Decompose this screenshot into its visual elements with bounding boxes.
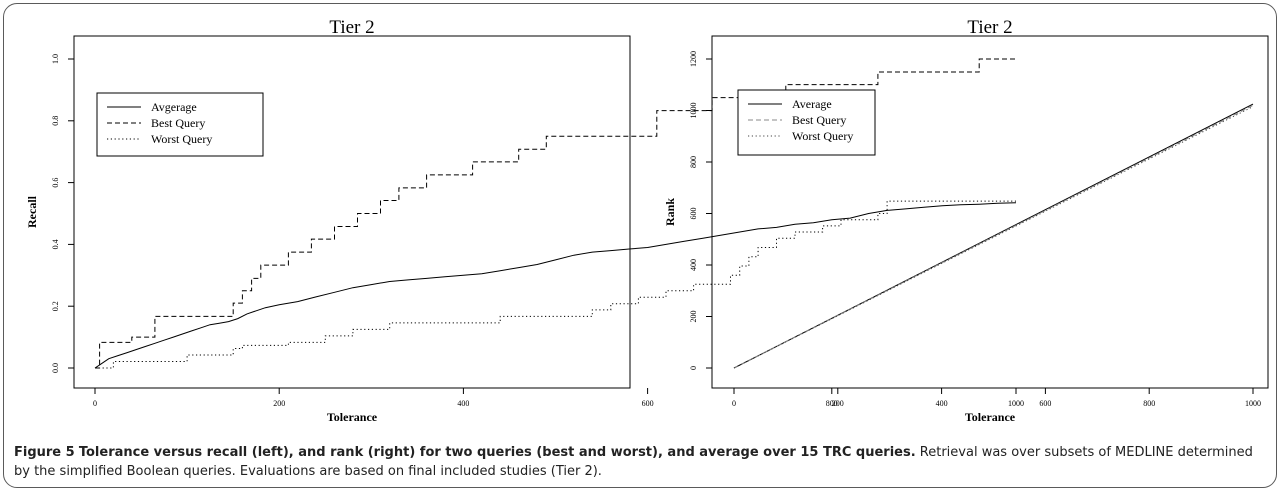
chart2-x-tick-label: 800 <box>1143 399 1155 408</box>
chart2-legend-label: Worst Query <box>792 129 853 143</box>
chart1-legend-label: Worst Query <box>151 132 212 146</box>
chart1-x-tick-label: 600 <box>642 399 654 408</box>
chart1-x-tick-label: 0 <box>93 399 97 408</box>
chart1-x-tick-label: 200 <box>273 399 285 408</box>
charts-svg: Tier 2 0 200 400 600 800 1000 0.0 0.2 0.4 0.6 0.8 1.… <box>25 17 1269 424</box>
chart2-x-axis-label: Tolerance <box>965 410 1016 424</box>
chart2-y-tick-label: 600 <box>689 208 698 220</box>
chart1-y-tick-label: 1.0 <box>51 54 60 64</box>
chart2-legend-label: Best Query <box>792 113 846 127</box>
chart1-title: Tier 2 <box>329 17 374 38</box>
chart2-title: Tier 2 <box>967 17 1012 38</box>
chart2-y-tick-label: 0 <box>689 366 698 370</box>
chart2-x-tick-label: 400 <box>936 399 948 408</box>
chart1-y-tick-label: 0.6 <box>51 178 60 188</box>
chart1-y-tick-label: 0.2 <box>51 301 60 311</box>
chart1-series-best-query <box>95 58 1016 369</box>
chart1-y-tick-label: 0.0 <box>51 363 60 373</box>
chart2-legend <box>737 89 876 156</box>
chart1-legend-label: Best Query <box>151 116 205 130</box>
chart1-x-tick-label: 1000 <box>1008 399 1024 408</box>
chart1-legend-label: Avgerage <box>151 100 197 114</box>
chart1-legend <box>96 92 264 157</box>
chart1-y-tick-label: 0.4 <box>51 239 60 249</box>
chart1-x-tick-label: 800 <box>826 399 838 408</box>
chart2-y-tick-label: 800 <box>689 156 698 168</box>
chart1-x-tick-label: 400 <box>457 399 469 408</box>
chart1-series-avgerage <box>94 202 1017 369</box>
chart2-x-tick-label: 600 <box>1039 399 1051 408</box>
figure-frame <box>3 3 1277 488</box>
chart2-y-tick-label: 1000 <box>689 103 698 119</box>
caption-text: Retrieval was over subsets of MEDLINE de… <box>14 445 1253 479</box>
chart2-y-tick-label: 200 <box>689 311 698 323</box>
chart2-legend-label: Average <box>792 97 832 111</box>
chart1-y-tick-label: 0.8 <box>51 116 60 126</box>
caption-label: Figure 5 <box>14 445 75 460</box>
chart2-y-tick-label: 400 <box>689 259 698 271</box>
caption-title: Tolerance versus recall (left), and rank… <box>78 445 916 460</box>
figure-caption: Figure 5 Tolerance versus recall (left),… <box>14 443 1270 481</box>
chart2-x-tick-label: 0 <box>732 399 736 408</box>
chart1-x-axis-label: Tolerance <box>327 410 378 424</box>
chart1-y-axis-label: Recall <box>25 195 39 228</box>
chart1-plot-frame <box>73 35 631 389</box>
chart2-y-tick-label: 1200 <box>689 51 698 67</box>
chart1-series-worst-query <box>95 200 1016 369</box>
chart2-x-tick-label: 200 <box>832 399 844 408</box>
chart2-series-best-query <box>733 104 1254 369</box>
chart2-plot-frame <box>711 35 1269 389</box>
chart2-x-tick-label: 1000 <box>1245 399 1261 408</box>
chart2-y-axis-label: Rank <box>663 198 677 226</box>
